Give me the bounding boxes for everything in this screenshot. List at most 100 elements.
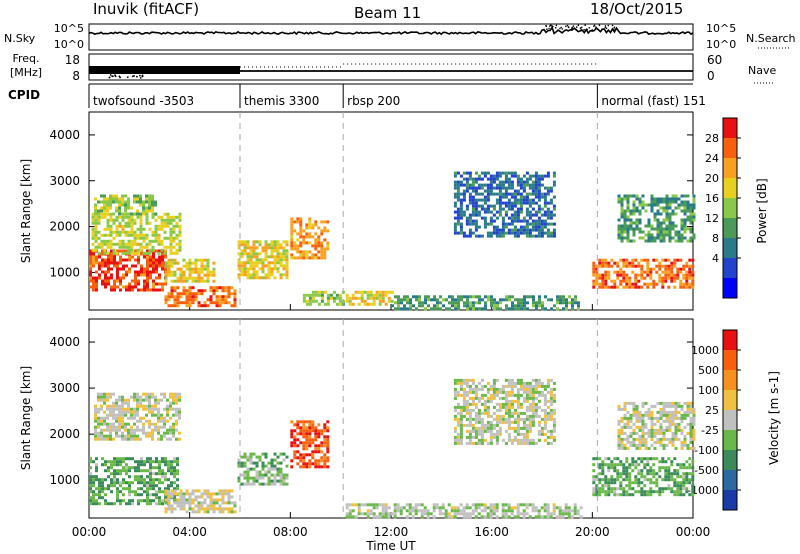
power-cell xyxy=(676,276,680,280)
velocity-cell xyxy=(549,414,553,418)
velocity-cell xyxy=(89,490,92,494)
velocity-cell xyxy=(668,413,672,417)
velocity-cell xyxy=(98,502,101,506)
power-cell xyxy=(124,215,128,219)
power-cell xyxy=(471,222,475,226)
power-cell xyxy=(468,186,472,190)
velocity-cell xyxy=(178,431,181,435)
velocity-cell xyxy=(221,495,225,499)
power-cell xyxy=(145,242,149,246)
power-cell xyxy=(397,304,400,308)
power-cell xyxy=(121,242,125,246)
velocity-cell xyxy=(357,509,361,513)
power-cell xyxy=(100,194,103,198)
velocity-cell xyxy=(221,501,225,505)
power-cell xyxy=(169,215,173,219)
power-cell xyxy=(692,197,696,201)
power-cell xyxy=(134,249,137,253)
power-cell xyxy=(457,295,460,299)
power-cell xyxy=(176,267,180,271)
power-data xyxy=(89,112,696,311)
velocity-cell xyxy=(317,435,321,439)
power-cell xyxy=(537,207,541,211)
velocity-cell xyxy=(692,410,696,414)
power-cell xyxy=(543,186,547,190)
velocity-cell xyxy=(673,457,677,461)
power-cell xyxy=(456,189,460,193)
power-cell xyxy=(113,264,116,268)
power-cell xyxy=(293,229,297,233)
power-cell xyxy=(504,192,508,196)
velocity-cell xyxy=(686,407,690,411)
power-cell xyxy=(106,242,110,246)
velocity-cell xyxy=(261,464,265,468)
power-cell xyxy=(146,276,149,280)
velocity-cell xyxy=(122,487,125,491)
velocity-cell xyxy=(125,469,128,473)
power-cell xyxy=(206,276,210,280)
power-cell xyxy=(136,215,140,219)
power-cell xyxy=(427,295,430,299)
power-cell xyxy=(394,295,397,299)
velocity-cell xyxy=(495,390,499,394)
power-cell xyxy=(531,219,535,223)
power-cell xyxy=(677,236,681,240)
power-cell xyxy=(264,243,268,247)
velocity-cell xyxy=(465,417,469,421)
power-cell xyxy=(628,276,632,280)
power-cell xyxy=(507,207,511,211)
velocity-cell xyxy=(103,419,106,423)
velocity-cell xyxy=(267,467,271,471)
power-cell xyxy=(510,180,514,184)
velocity-cell xyxy=(483,408,487,412)
power-cell xyxy=(98,276,101,280)
power-cell xyxy=(136,227,140,231)
velocity-cell xyxy=(357,503,361,507)
velocity-cell xyxy=(175,437,178,441)
power-cell xyxy=(459,174,463,178)
velocity-cell xyxy=(169,392,172,396)
velocity-cell xyxy=(136,434,139,438)
power-cell xyxy=(139,245,143,249)
power-cell xyxy=(145,200,148,204)
power-cell xyxy=(140,288,143,292)
power-cell xyxy=(486,222,490,226)
power-cell xyxy=(474,201,478,205)
velocity-cell xyxy=(89,502,92,506)
velocity-cell xyxy=(626,410,630,414)
power-cell xyxy=(468,222,472,226)
velocity-cell xyxy=(474,429,478,433)
velocity-cell xyxy=(378,512,382,516)
power-cell xyxy=(656,227,660,231)
velocity-cell xyxy=(170,472,173,476)
velocity-cell xyxy=(323,435,327,439)
velocity-cell xyxy=(534,411,538,415)
velocity-cell xyxy=(390,512,394,516)
power-cell xyxy=(119,258,122,262)
velocity-cell xyxy=(504,396,508,400)
power-cell xyxy=(290,229,294,233)
power-cell xyxy=(498,189,502,193)
power-cell xyxy=(442,298,445,302)
velocity-cell xyxy=(107,466,110,470)
velocity-cell xyxy=(97,416,100,420)
power-cell xyxy=(98,255,101,259)
power-cell xyxy=(106,221,110,225)
velocity-cell xyxy=(647,413,651,417)
velocity-cell xyxy=(160,413,163,417)
velocity-cell xyxy=(285,482,289,486)
velocity-cell xyxy=(133,422,136,426)
velocity-cell xyxy=(161,481,164,485)
velocity-cell xyxy=(549,432,553,436)
velocity-cell xyxy=(504,509,508,513)
power-cell xyxy=(276,252,280,256)
power-cell xyxy=(267,264,271,268)
velocity-cell xyxy=(692,416,696,420)
power-cell xyxy=(513,219,517,223)
power-cell xyxy=(270,240,274,244)
velocity-cell xyxy=(610,487,614,491)
power-cell xyxy=(176,295,180,299)
velocity-cell xyxy=(112,404,115,408)
velocity-cell xyxy=(558,515,562,519)
power-cell xyxy=(106,224,110,228)
